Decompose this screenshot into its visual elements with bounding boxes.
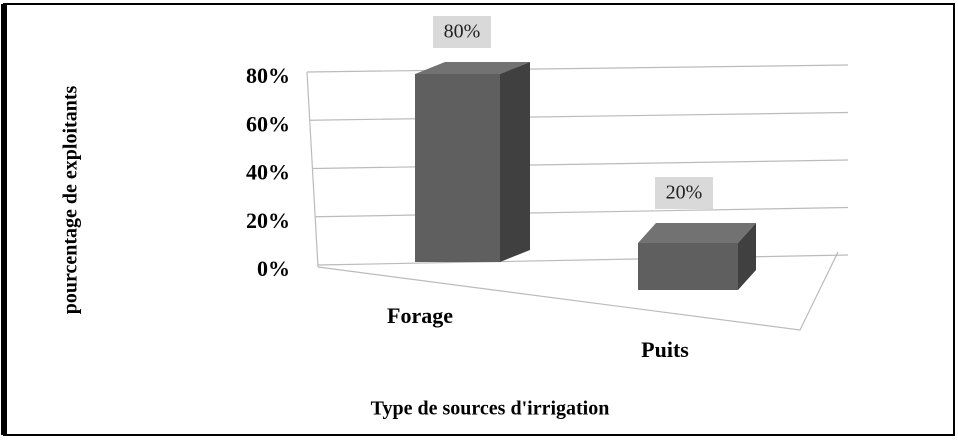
y-tick-label: 0% [257, 256, 290, 281]
y-tick-label: 80% [246, 63, 290, 88]
x-axis-title: Type de sources d'irrigation [371, 398, 610, 420]
bar-top [638, 223, 756, 243]
value-label: 20% [666, 182, 703, 204]
y-tick-label: 40% [246, 160, 290, 185]
value-label-box [655, 177, 713, 209]
value-label-box [433, 16, 491, 48]
grid-line [317, 254, 849, 266]
x-tick-label: Puits [641, 337, 689, 362]
value-label: 80% [444, 21, 481, 43]
bar-side [738, 223, 756, 290]
bar-top [415, 62, 530, 74]
wall-edge [306, 71, 319, 268]
bar [415, 74, 500, 262]
grid-line [312, 159, 849, 170]
floor [317, 251, 839, 331]
y-axis-title: pourcentage de exploitants [60, 86, 82, 315]
grid-line [315, 206, 849, 218]
grid-line [309, 111, 849, 121]
bar-side [500, 62, 530, 262]
bar [638, 243, 738, 290]
x-tick-label: Forage [387, 303, 453, 328]
y-tick-label: 60% [246, 111, 290, 136]
y-tick-label: 20% [246, 208, 290, 233]
grid-line [306, 64, 849, 73]
